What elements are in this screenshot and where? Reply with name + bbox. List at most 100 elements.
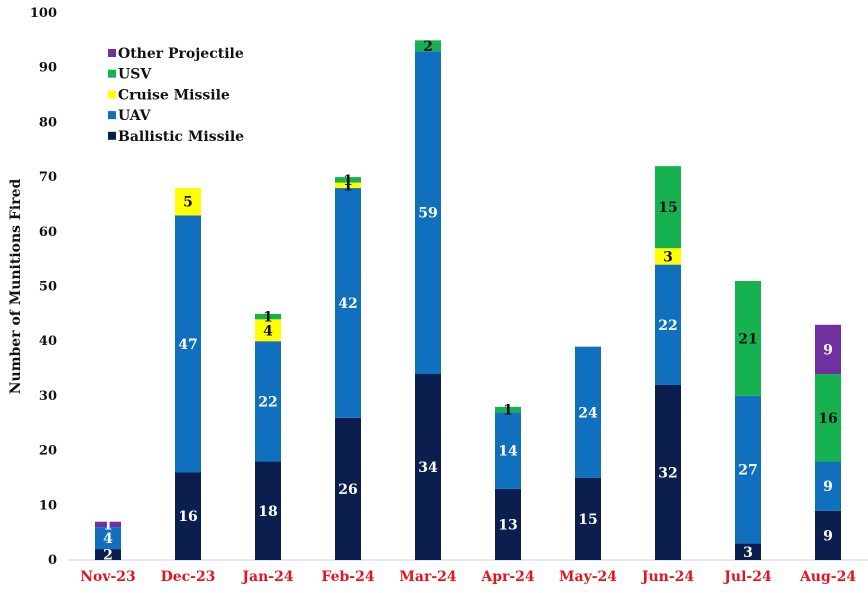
x-tick-label: Jul-24 <box>722 569 772 585</box>
data-label: 15 <box>578 512 597 528</box>
y-tick-label: 40 <box>39 334 57 349</box>
data-label: 4 <box>263 323 273 339</box>
data-label: 18 <box>258 504 277 520</box>
bar-segment <box>255 319 281 342</box>
legend-label: Other Projectile <box>118 46 244 62</box>
y-tick-label: 70 <box>39 170 57 185</box>
bar-segment <box>415 374 441 560</box>
legend-swatch <box>108 69 116 78</box>
data-label: 4 <box>103 531 113 547</box>
bar-segment <box>95 549 121 560</box>
data-label: 5 <box>183 195 193 211</box>
data-label: 15 <box>658 200 677 216</box>
data-label: 27 <box>738 463 757 479</box>
bar-segment <box>255 341 281 462</box>
bar-segment <box>95 521 121 528</box>
data-label: 3 <box>663 249 673 265</box>
bar-segment <box>735 395 761 544</box>
bar-segment <box>815 510 841 560</box>
data-label: 34 <box>418 460 438 476</box>
data-label: 1 <box>103 517 113 533</box>
bar-stack: 9 9 16 9 <box>815 324 841 560</box>
data-label: 32 <box>658 465 677 481</box>
bar-segment <box>335 177 361 183</box>
data-label: 47 <box>178 337 197 353</box>
data-label: 1 <box>343 178 353 194</box>
y-axis-title: Number of Munitions Fired <box>8 179 24 395</box>
y-tick-label: 0 <box>48 553 57 568</box>
data-label: 9 <box>823 528 833 544</box>
y-tick-label: 60 <box>39 225 57 240</box>
bar-segment <box>335 417 361 560</box>
data-label: 59 <box>418 206 437 222</box>
bar-segment <box>815 374 841 462</box>
bar-segment <box>415 51 441 375</box>
bar-segment <box>335 182 361 189</box>
bar-stack: 26 42 11 <box>335 173 361 560</box>
bar-segment <box>655 166 681 249</box>
bars-group: 2411647518224126421134592131411524322231… <box>95 39 841 564</box>
y-tick-label: 50 <box>39 280 57 295</box>
bar-stack: 241 <box>95 517 121 564</box>
data-label: 42 <box>338 296 357 312</box>
bar-segment <box>95 527 121 550</box>
y-tick-label: 10 <box>39 498 57 513</box>
data-label: 1 <box>503 403 513 419</box>
bar-stack: 16 47 5 <box>175 188 201 560</box>
data-label: 2 <box>103 548 113 564</box>
x-tick-label: Dec-23 <box>161 569 216 585</box>
data-label: 26 <box>338 482 357 498</box>
legend-swatch <box>108 111 116 120</box>
bar-segment <box>335 188 361 418</box>
bar-segment <box>415 40 441 52</box>
data-label: 13 <box>498 517 517 533</box>
bar-segment <box>815 324 841 375</box>
x-tick-label: Jan-24 <box>240 569 293 585</box>
y-tick-label: 100 <box>30 6 57 21</box>
data-label: 16 <box>178 509 197 525</box>
y-tick-label: 30 <box>39 389 57 404</box>
bar-stack: 13 14 1 <box>495 403 521 560</box>
bar-stack: 3 27 21 <box>735 281 761 561</box>
legend-swatch <box>108 49 116 57</box>
x-axis: Nov-23 Dec-23 Jan-24 Feb-24 Mar-24 Apr-24 May-… <box>68 559 868 585</box>
bar-stack: 32 22 3 15 <box>655 166 681 560</box>
x-tick-label: Feb-24 <box>321 569 374 585</box>
bar-segment <box>255 313 281 320</box>
x-tick-label: Mar-24 <box>399 569 456 585</box>
legend-label: UAV <box>118 108 152 124</box>
data-label: 9 <box>823 479 833 495</box>
data-label: 14 <box>498 444 518 460</box>
data-label: 16 <box>818 411 837 427</box>
y-tick-label: 90 <box>39 61 57 76</box>
legend: Other Projectile USV Cruise Missile UAV Ball… <box>108 46 244 145</box>
bar-stack: 34 59 2 <box>415 39 441 560</box>
legend-label: USV <box>118 67 152 83</box>
bar-segment <box>655 248 681 265</box>
legend-swatch <box>108 90 116 99</box>
y-axis: 0 10 20 30 40 50 60 70 80 90 100 <box>30 6 57 568</box>
data-label: 1 <box>343 173 353 189</box>
legend-label: Cruise Missile <box>118 87 230 103</box>
data-label: 2 <box>423 39 433 55</box>
data-label: 24 <box>578 405 598 421</box>
y-tick-label: 20 <box>39 444 57 459</box>
bar-segment <box>575 477 601 560</box>
bar-segment <box>655 384 681 560</box>
bar-segment <box>495 488 521 560</box>
y-tick-label: 80 <box>39 115 57 130</box>
bar-segment <box>175 215 201 473</box>
bar-segment <box>175 472 201 560</box>
data-label: 1 <box>263 310 273 326</box>
data-label: 22 <box>258 394 277 410</box>
bar-segment <box>575 346 601 478</box>
data-label: 3 <box>743 545 753 561</box>
bar-segment <box>255 461 281 560</box>
x-tick-label: Nov-23 <box>80 569 136 585</box>
x-tick-label: Apr-24 <box>480 569 535 585</box>
data-label: 9 <box>823 342 833 358</box>
bar-segment <box>495 406 521 413</box>
